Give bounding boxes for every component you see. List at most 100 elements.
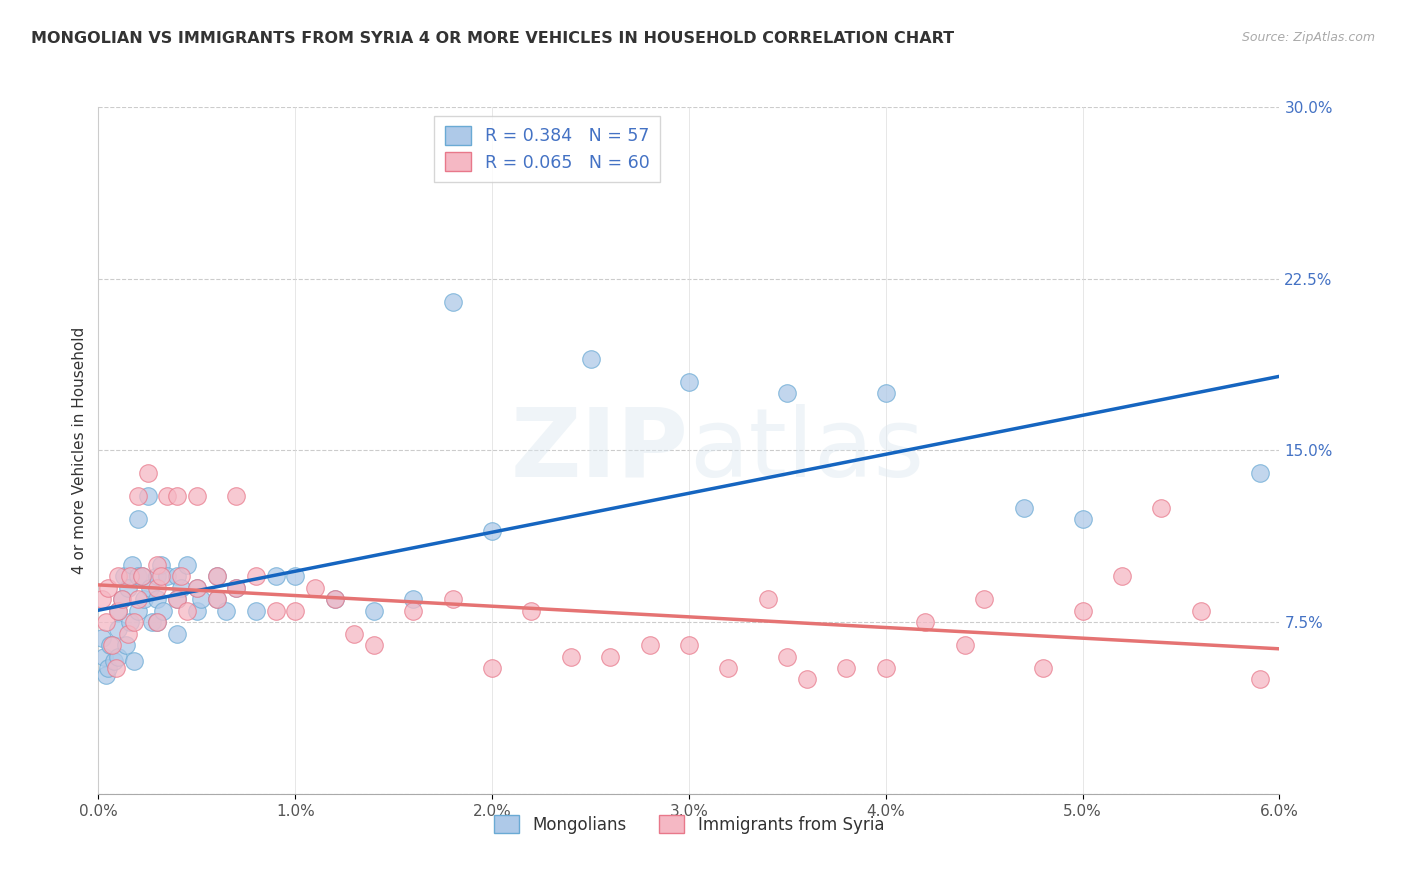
Point	[166, 489, 188, 503]
Point	[776, 386, 799, 401]
Point	[225, 581, 247, 595]
Point	[146, 581, 169, 595]
Point	[146, 615, 169, 630]
Point	[953, 638, 976, 652]
Text: ZIP: ZIP	[510, 404, 689, 497]
Point	[245, 604, 267, 618]
Point	[103, 654, 125, 668]
Point	[170, 569, 193, 583]
Point	[152, 604, 174, 618]
Point	[875, 661, 897, 675]
Point	[402, 604, 425, 618]
Point	[146, 592, 169, 607]
Point	[284, 604, 307, 618]
Point	[1150, 500, 1173, 515]
Point	[111, 592, 134, 607]
Point	[284, 569, 307, 583]
Point	[215, 604, 238, 618]
Point	[190, 592, 212, 607]
Point	[186, 604, 208, 618]
Text: Source: ZipAtlas.com: Source: ZipAtlas.com	[1241, 31, 1375, 45]
Point	[264, 604, 287, 618]
Point	[1071, 512, 1094, 526]
Point	[835, 661, 858, 675]
Point	[205, 569, 228, 583]
Point	[560, 649, 582, 664]
Point	[107, 649, 129, 664]
Point	[225, 489, 247, 503]
Point	[96, 615, 118, 630]
Point	[186, 489, 208, 503]
Point	[121, 558, 143, 572]
Point	[107, 569, 129, 583]
Point	[138, 581, 160, 595]
Point	[973, 592, 995, 607]
Point	[1189, 604, 1212, 618]
Point	[363, 604, 385, 618]
Point	[323, 592, 346, 607]
Point	[304, 581, 326, 595]
Point	[101, 638, 124, 652]
Point	[1249, 467, 1271, 481]
Point	[1071, 604, 1094, 618]
Point	[717, 661, 740, 675]
Point	[1249, 673, 1271, 687]
Point	[481, 524, 503, 538]
Point	[166, 592, 188, 607]
Point	[111, 592, 134, 607]
Point	[170, 581, 193, 595]
Point	[105, 661, 128, 675]
Point	[98, 638, 121, 652]
Point	[205, 569, 228, 583]
Legend: Mongolians, Immigrants from Syria: Mongolians, Immigrants from Syria	[486, 808, 891, 840]
Point	[481, 661, 503, 675]
Point	[91, 592, 114, 607]
Point	[146, 569, 169, 583]
Point	[117, 581, 139, 595]
Point	[186, 581, 208, 595]
Point	[166, 569, 188, 583]
Point	[97, 581, 120, 595]
Point	[776, 649, 799, 664]
Point	[1032, 661, 1054, 675]
Point	[402, 592, 425, 607]
Point	[156, 489, 179, 503]
Point	[1111, 569, 1133, 583]
Point	[150, 569, 173, 583]
Point	[122, 615, 145, 630]
Point	[245, 569, 267, 583]
Point	[363, 638, 385, 652]
Text: atlas: atlas	[689, 404, 924, 497]
Point	[599, 649, 621, 664]
Point	[441, 592, 464, 607]
Point	[225, 581, 247, 595]
Point	[131, 569, 153, 583]
Point	[146, 558, 169, 572]
Point	[115, 638, 138, 652]
Point	[146, 615, 169, 630]
Point	[127, 489, 149, 503]
Point	[117, 626, 139, 640]
Point	[678, 638, 700, 652]
Point	[796, 673, 818, 687]
Point	[96, 668, 118, 682]
Point	[122, 654, 145, 668]
Point	[127, 569, 149, 583]
Point	[136, 467, 159, 481]
Point	[118, 569, 141, 583]
Point	[343, 626, 366, 640]
Point	[141, 615, 163, 630]
Point	[132, 592, 155, 607]
Point	[127, 512, 149, 526]
Point	[150, 558, 173, 572]
Point	[205, 592, 228, 607]
Point	[166, 626, 188, 640]
Point	[264, 569, 287, 583]
Point	[914, 615, 936, 630]
Point	[107, 604, 129, 618]
Point	[756, 592, 779, 607]
Point	[441, 294, 464, 309]
Point	[678, 375, 700, 389]
Text: MONGOLIAN VS IMMIGRANTS FROM SYRIA 4 OR MORE VEHICLES IN HOUSEHOLD CORRELATION C: MONGOLIAN VS IMMIGRANTS FROM SYRIA 4 OR …	[31, 31, 955, 46]
Point	[97, 661, 120, 675]
